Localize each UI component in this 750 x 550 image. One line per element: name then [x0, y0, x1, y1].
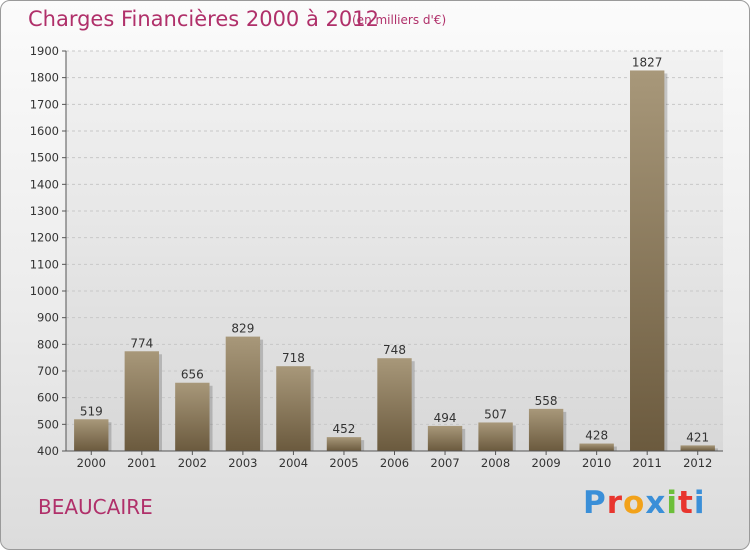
- bar: [74, 419, 109, 451]
- bar: [175, 382, 210, 451]
- chart-subtitle: (en milliers d'€): [352, 13, 447, 27]
- bar-value-label: 421: [686, 430, 709, 444]
- y-tick-label: 1800: [30, 71, 59, 85]
- bar: [528, 408, 564, 451]
- bar-value-label: 507: [484, 407, 507, 421]
- y-tick-label: 500: [37, 417, 59, 431]
- x-tick-label: 2005: [329, 456, 358, 470]
- y-tick-label: 400: [37, 444, 59, 458]
- logo-letter: t: [677, 485, 694, 521]
- bar: [276, 366, 311, 451]
- y-tick-label: 600: [37, 391, 59, 405]
- bar-value-label: 829: [231, 322, 254, 336]
- logo-letter: i: [666, 485, 678, 521]
- logo-letter: x: [645, 485, 667, 521]
- x-tick-label: 2002: [178, 456, 207, 470]
- y-tick-label: 1300: [30, 204, 59, 218]
- bar: [427, 425, 463, 451]
- commune-name: BEAUCAIRE: [38, 495, 153, 519]
- y-tick-label: 800: [37, 337, 59, 351]
- bar: [630, 70, 665, 451]
- bar: [377, 358, 412, 451]
- x-tick-label: 2001: [127, 456, 156, 470]
- y-tick-label: 900: [37, 311, 59, 325]
- y-tick-label: 1400: [30, 177, 59, 191]
- bar-value-label: 656: [181, 368, 204, 382]
- logo-letter: o: [623, 485, 646, 521]
- bar: [225, 336, 261, 451]
- bar-value-label: 519: [80, 404, 103, 418]
- y-tick-label: 1200: [30, 231, 59, 245]
- x-tick-label: 2000: [77, 456, 106, 470]
- x-tick-label: 2011: [633, 456, 662, 470]
- bar-value-label: 748: [383, 343, 406, 357]
- x-tick-label: 2009: [531, 456, 560, 470]
- bar-value-label: 452: [333, 422, 356, 436]
- x-tick-label: 2004: [279, 456, 308, 470]
- proxiti-logo[interactable]: Proxiti: [583, 485, 705, 521]
- bars: 519 774 656 829 718 452 748 494 507 558 428 1827 421: [74, 55, 718, 451]
- chart-title: Charges Financières 2000 à 2012: [28, 7, 379, 31]
- x-tick-label: 2008: [481, 456, 510, 470]
- bar: [326, 437, 362, 451]
- logo-letter: i: [693, 485, 706, 521]
- bar-value-label: 494: [434, 411, 457, 425]
- x-tick-label: 2012: [683, 456, 712, 470]
- x-tick-label: 2010: [582, 456, 611, 470]
- y-tick-label: 1700: [30, 97, 59, 111]
- bar-value-label: 774: [130, 336, 153, 350]
- axes: 400 500 600 700 800 900 1000 1100 1200 1300 1400 15…: [30, 44, 723, 470]
- bar: [124, 351, 159, 451]
- y-tick-label: 700: [37, 364, 59, 378]
- bar: [680, 445, 715, 451]
- logo-letter: r: [606, 485, 624, 521]
- gridlines: [66, 50, 723, 452]
- bar-value-label: 718: [282, 351, 305, 365]
- x-tick-label: 2003: [228, 456, 257, 470]
- y-tick-label: 1000: [30, 284, 59, 298]
- y-tick-label: 1600: [30, 124, 59, 138]
- y-tick-label: 1100: [30, 257, 59, 271]
- x-tick-label: 2006: [380, 456, 409, 470]
- bar-value-label: 1827: [632, 55, 663, 69]
- bar-value-label: 428: [585, 429, 608, 443]
- logo-letter: P: [583, 485, 607, 521]
- bar: [579, 443, 614, 451]
- y-tick-label: 1900: [30, 44, 59, 58]
- bar: [478, 422, 513, 451]
- bar-value-label: 558: [535, 394, 558, 408]
- y-tick-label: 1500: [30, 151, 59, 165]
- x-tick-label: 2007: [430, 456, 459, 470]
